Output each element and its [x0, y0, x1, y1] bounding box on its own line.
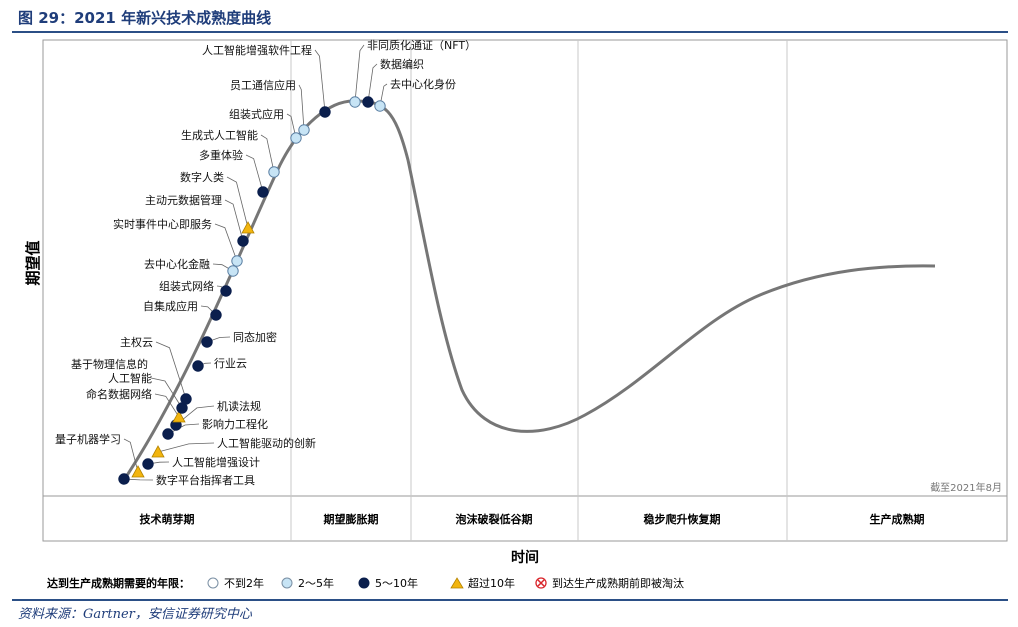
point-marker: [374, 100, 386, 112]
point-label: 员工通信应用: [230, 78, 296, 92]
point-label: 组装式网络: [159, 279, 214, 293]
point-marker: [268, 166, 280, 178]
leader-line: [123, 438, 139, 473]
point-marker: [142, 458, 154, 470]
point-label: 基于物理信息的: [71, 357, 148, 371]
title-rule: [12, 31, 1008, 33]
leader-line: [298, 84, 305, 131]
legend-marker: [358, 577, 370, 589]
leader-line: [354, 44, 365, 103]
legend-label: 不到2年: [224, 576, 264, 590]
leader-line: [157, 442, 215, 453]
leader-line: [286, 113, 297, 139]
leader-line: [155, 341, 187, 400]
legend-title: 达到生产成熟期需要的年限：: [47, 576, 190, 590]
leader-line: [167, 423, 200, 435]
phase-label: 生产成熟期: [870, 512, 925, 526]
leader-line: [314, 49, 326, 113]
leader-line: [154, 393, 180, 418]
point-marker: [298, 124, 310, 136]
leader-line: [226, 176, 249, 229]
point-marker: [257, 186, 269, 198]
point-label: 组装式应用: [229, 107, 284, 121]
point-marker: [162, 428, 174, 440]
legend-marker: [450, 577, 464, 589]
point-marker: [349, 96, 361, 108]
phase-label: 技术萌芽期: [140, 512, 195, 526]
phase-label: 泡沫破裂低谷期: [456, 512, 533, 526]
point-marker: [210, 309, 222, 321]
leader-line: [367, 63, 378, 103]
point-label: 命名数据网络: [86, 387, 152, 401]
point-label-line2: 人工智能: [108, 371, 152, 385]
point-marker: [241, 221, 255, 234]
leader-line: [150, 377, 183, 409]
point-label: 数字人类: [180, 170, 224, 184]
legend-marker: [281, 577, 293, 589]
source-rule: [12, 599, 1008, 601]
leader-line: [245, 154, 264, 193]
legend-marker-x: [537, 579, 545, 587]
point-label: 去中心化金融: [144, 257, 210, 271]
point-marker: [131, 465, 145, 478]
legend-label: 2～5年: [298, 576, 334, 590]
point-label: 人工智能增强软件工程: [202, 43, 312, 57]
point-label: 量子机器学习: [55, 432, 121, 446]
date-note: 截至2021年8月: [930, 481, 1002, 494]
leader-line: [379, 83, 388, 107]
legend-label: 到达生产成熟期前即被淘汰: [552, 576, 684, 590]
point-label: 行业云: [214, 357, 247, 370]
point-label: 人工智能驱动的创新: [217, 436, 316, 450]
hype-curve: [122, 99, 936, 481]
source-note: 资料来源：Gartner，安信证券研究中心: [18, 607, 252, 622]
point-marker: [118, 473, 130, 485]
point-marker: [290, 132, 302, 144]
legend-marker: [207, 577, 219, 589]
figure-title: 图 29：2021 年新兴技术成熟度曲线: [18, 9, 272, 27]
point-marker: [220, 285, 232, 297]
phase-label: 稳步爬升恢复期: [644, 512, 721, 526]
leader-line: [224, 199, 244, 242]
point-marker: [237, 235, 249, 247]
point-label: 机读法规: [217, 399, 261, 413]
point-marker: [362, 96, 374, 108]
point-marker: [151, 445, 165, 458]
point-label: 主权云: [120, 336, 153, 349]
point-marker: [201, 336, 213, 348]
point-label: 数字平台指挥者工具: [156, 473, 255, 487]
point-marker: [192, 360, 204, 372]
point-label: 影响力工程化: [202, 417, 268, 431]
point-marker: [231, 255, 243, 267]
x-axis-label: 时间: [511, 549, 539, 566]
leader-line: [260, 134, 275, 173]
point-label: 主动元数据管理: [145, 193, 222, 207]
legend-label: 5～10年: [375, 576, 418, 590]
point-label: 实时事件中心即服务: [113, 217, 212, 231]
legend-label: 超过10年: [468, 576, 515, 590]
point-label: 人工智能增强设计: [172, 455, 260, 469]
point-label: 去中心化身份: [390, 77, 456, 91]
point-marker: [227, 265, 239, 277]
point-label: 生成式人工智能: [181, 128, 258, 142]
point-marker: [319, 106, 331, 118]
point-label: 数据编织: [380, 57, 424, 71]
point-label: 同态加密: [233, 330, 277, 344]
point-label: 多重体验: [199, 148, 243, 162]
point-marker: [172, 410, 186, 423]
point-marker: [180, 393, 192, 405]
point-label: 自集成应用: [143, 299, 198, 313]
leader-line: [214, 223, 238, 262]
point-label: 非同质化通证（NFT）: [367, 38, 476, 52]
phase-label: 期望膨胀期: [324, 512, 379, 526]
y-axis-label: 期望值: [24, 240, 42, 285]
plot-frame: [42, 39, 1008, 542]
